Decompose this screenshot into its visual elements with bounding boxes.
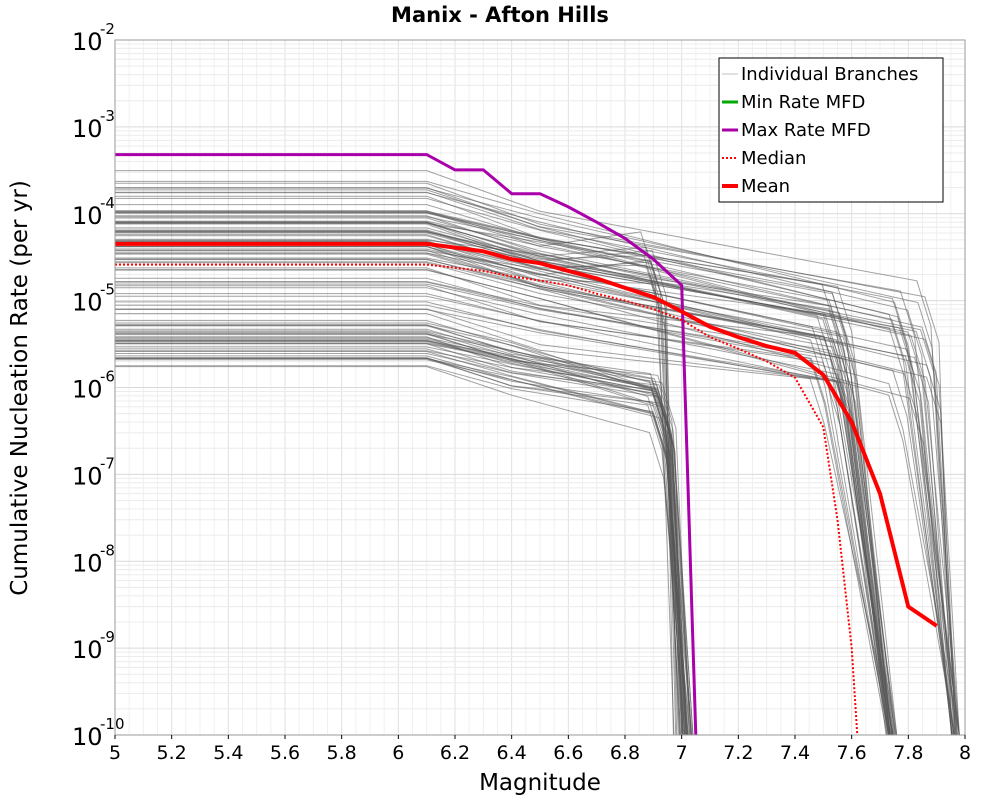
branch-line bbox=[115, 295, 895, 736]
series-mean bbox=[115, 241, 938, 628]
y-tick-exponent: -5 bbox=[100, 281, 115, 299]
branch-line bbox=[115, 262, 894, 736]
x-tick-label: 5 bbox=[109, 742, 121, 764]
branch-line bbox=[115, 257, 677, 736]
branch-line bbox=[115, 341, 688, 736]
x-tick-label: 6.8 bbox=[610, 742, 640, 764]
y-tick-base: 10 bbox=[72, 115, 103, 143]
x-tick-label: 7.2 bbox=[723, 742, 753, 764]
x-tick-label: 5.8 bbox=[327, 742, 357, 764]
branch-line bbox=[115, 220, 682, 736]
x-tick-label: 6 bbox=[392, 742, 404, 764]
x-tick-label: 5.6 bbox=[270, 742, 300, 764]
y-tick-base: 10 bbox=[72, 28, 103, 56]
x-tick-label: 6.4 bbox=[497, 742, 527, 764]
summary-series bbox=[115, 153, 938, 736]
x-tick-label: 5.4 bbox=[213, 742, 243, 764]
y-axis-label: Cumulative Nucleation Rate (per yr) bbox=[7, 180, 33, 596]
branch-line bbox=[115, 231, 680, 736]
branch-line bbox=[115, 235, 957, 736]
branch-line bbox=[115, 338, 684, 736]
branch-line bbox=[115, 285, 888, 736]
axis-ticks: 5 5.2 5.4 5.6 5.8 6 6.2 6.4 6.6 6.8 7 7.2 7.4 7.6 7.8 8… bbox=[72, 20, 971, 764]
y-tick-exponent: -3 bbox=[100, 107, 115, 125]
legend-label: Min Rate MFD bbox=[741, 92, 865, 113]
y-tick-exponent: -8 bbox=[100, 541, 115, 559]
series-median bbox=[115, 263, 859, 736]
y-tick-base: 10 bbox=[72, 376, 103, 404]
y-tick-exponent: -6 bbox=[100, 368, 115, 386]
y-tick-base: 10 bbox=[72, 289, 103, 317]
y-tick-exponent: -4 bbox=[100, 194, 115, 212]
series-max-rate-mfd bbox=[115, 153, 698, 736]
y-tick-exponent: -9 bbox=[100, 628, 115, 646]
branch-line bbox=[115, 216, 891, 736]
legend-label: Max Rate MFD bbox=[741, 120, 871, 141]
legend-label: Individual Branches bbox=[741, 64, 918, 85]
x-tick-label: 7.6 bbox=[837, 742, 867, 764]
y-tick-exponent: -2 bbox=[100, 20, 115, 38]
branch-line bbox=[115, 204, 960, 736]
y-tick-base: 10 bbox=[72, 636, 103, 664]
branch-line bbox=[115, 269, 956, 736]
branch-line bbox=[115, 258, 960, 736]
branch-line bbox=[115, 304, 894, 736]
branch-line bbox=[115, 197, 953, 736]
branch-line bbox=[115, 189, 953, 736]
branch-line bbox=[115, 210, 955, 736]
legend-label: Median bbox=[741, 148, 806, 169]
chart-title: Manix - Afton Hills bbox=[391, 3, 609, 27]
y-tick-base: 10 bbox=[72, 723, 103, 751]
x-tick-label: 7 bbox=[676, 742, 688, 764]
branch-line bbox=[115, 250, 681, 736]
y-tick-base: 10 bbox=[72, 549, 103, 577]
branch-line bbox=[115, 195, 956, 736]
branch-line bbox=[115, 191, 959, 736]
branch-line bbox=[115, 277, 890, 736]
branch-line bbox=[115, 246, 958, 736]
branch-line bbox=[115, 353, 694, 736]
branch-line bbox=[115, 337, 685, 736]
y-tick-base: 10 bbox=[72, 462, 103, 490]
y-tick-exponent: -7 bbox=[100, 454, 115, 472]
branch-line bbox=[115, 187, 958, 736]
branch-line bbox=[115, 252, 684, 736]
y-tick-base: 10 bbox=[72, 202, 103, 230]
branch-line bbox=[115, 211, 889, 736]
y-tick-exponent: -10 bbox=[100, 715, 125, 733]
branch-line bbox=[115, 182, 952, 736]
legend-label: Mean bbox=[741, 176, 790, 197]
branch-line bbox=[115, 366, 691, 736]
branch-line bbox=[115, 238, 678, 736]
x-tick-label: 7.8 bbox=[893, 742, 923, 764]
x-tick-label: 6.2 bbox=[440, 742, 470, 764]
legend-box bbox=[718, 57, 944, 203]
x-tick-label: 8 bbox=[959, 742, 971, 764]
branch-line bbox=[115, 320, 687, 736]
legend: Individual Branches Min Rate MFD Max Rate … bbox=[718, 57, 944, 203]
x-tick-label: 7.4 bbox=[780, 742, 810, 764]
branch-line bbox=[115, 221, 897, 736]
x-tick-label: 5.2 bbox=[157, 742, 187, 764]
plot-frame bbox=[114, 39, 966, 736]
x-tick-label: 6.6 bbox=[553, 742, 583, 764]
x-axis-label: Magnitude bbox=[479, 770, 601, 796]
branch-line bbox=[115, 313, 893, 736]
